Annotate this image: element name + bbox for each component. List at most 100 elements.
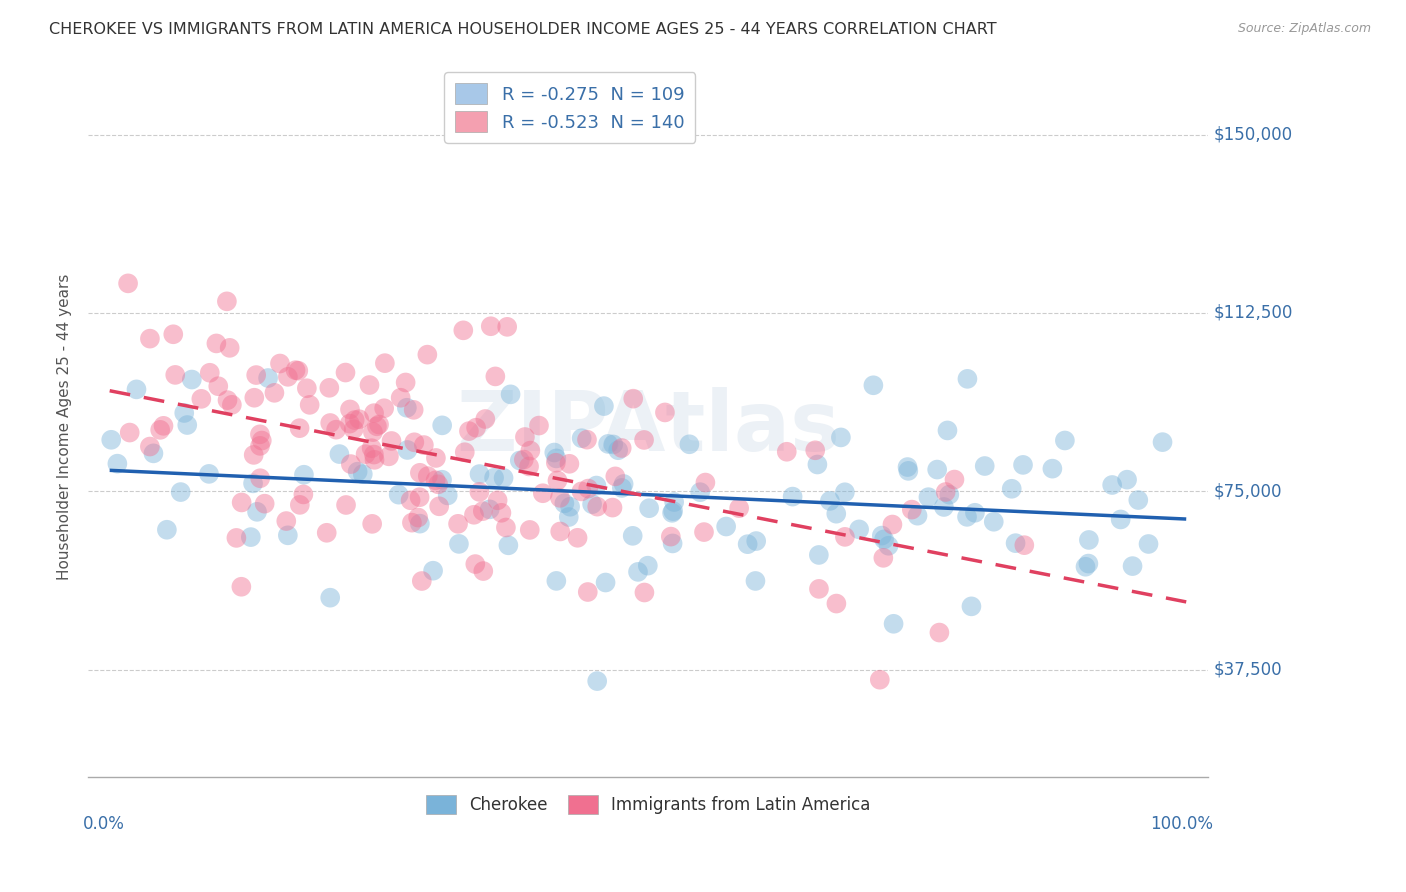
Point — [343, 413, 366, 427]
Point — [1152, 435, 1174, 450]
Point — [548, 491, 571, 505]
Point — [519, 523, 541, 537]
Point — [1001, 482, 1024, 496]
Point — [292, 487, 315, 501]
Point — [613, 477, 636, 491]
Point — [401, 516, 423, 530]
Point — [117, 277, 139, 291]
Point — [1077, 533, 1099, 547]
Point — [737, 537, 759, 551]
Point — [315, 525, 337, 540]
Text: $112,500: $112,500 — [1213, 304, 1292, 322]
Point — [960, 599, 983, 614]
Point — [917, 490, 939, 504]
Point — [862, 378, 884, 392]
Point — [152, 418, 174, 433]
Point — [277, 369, 299, 384]
Point — [374, 356, 396, 370]
Point — [276, 514, 298, 528]
Text: ZIPAtlas: ZIPAtlas — [456, 386, 839, 467]
Point — [430, 418, 453, 433]
Point — [249, 471, 271, 485]
Point — [359, 378, 381, 392]
Point — [593, 399, 616, 413]
Point — [689, 485, 711, 500]
Point — [436, 488, 458, 502]
Point — [363, 406, 385, 420]
Point — [571, 484, 593, 499]
Point — [901, 502, 924, 516]
Point — [531, 486, 554, 500]
Point — [575, 433, 598, 447]
Point — [125, 383, 148, 397]
Point — [447, 516, 470, 531]
Point — [870, 528, 893, 542]
Point — [250, 434, 273, 448]
Point — [621, 529, 644, 543]
Point — [218, 341, 240, 355]
Point — [659, 530, 682, 544]
Point — [246, 505, 269, 519]
Point — [558, 510, 581, 524]
Point — [180, 372, 202, 386]
Point — [576, 482, 599, 496]
Point — [662, 495, 685, 509]
Text: $150,000: $150,000 — [1213, 126, 1292, 144]
Point — [427, 500, 450, 514]
Point — [454, 445, 477, 459]
Point — [142, 446, 165, 460]
Point — [287, 364, 309, 378]
Point — [598, 437, 620, 451]
Point — [633, 585, 655, 599]
Point — [425, 450, 447, 465]
Point — [404, 435, 426, 450]
Point — [558, 500, 581, 514]
Point — [478, 502, 501, 516]
Point — [546, 451, 568, 466]
Point — [339, 417, 361, 431]
Point — [347, 412, 370, 426]
Point — [430, 473, 453, 487]
Point — [242, 448, 264, 462]
Point — [963, 506, 986, 520]
Point — [363, 448, 385, 462]
Point — [335, 366, 357, 380]
Point — [242, 476, 264, 491]
Point — [627, 565, 650, 579]
Point — [249, 427, 271, 442]
Point — [1137, 537, 1160, 551]
Point — [586, 674, 609, 689]
Point — [425, 473, 447, 487]
Point — [804, 443, 827, 458]
Point — [257, 371, 280, 385]
Point — [695, 475, 717, 490]
Point — [1101, 478, 1123, 492]
Point — [877, 539, 900, 553]
Point — [354, 447, 377, 461]
Point — [416, 348, 439, 362]
Point — [190, 392, 212, 406]
Point — [830, 430, 852, 444]
Point — [245, 368, 267, 382]
Point — [453, 323, 475, 337]
Point — [239, 530, 262, 544]
Point — [897, 464, 920, 478]
Point — [292, 467, 315, 482]
Point — [546, 574, 568, 588]
Point — [395, 401, 418, 415]
Point — [621, 392, 644, 406]
Point — [527, 418, 550, 433]
Point — [422, 564, 444, 578]
Point — [288, 421, 311, 435]
Point — [1014, 538, 1036, 552]
Point — [406, 510, 429, 524]
Point — [408, 490, 430, 504]
Point — [118, 425, 141, 440]
Point — [605, 469, 627, 483]
Point — [938, 488, 960, 502]
Point — [1012, 458, 1035, 472]
Point — [956, 509, 979, 524]
Point — [231, 580, 253, 594]
Point — [411, 574, 433, 588]
Point — [714, 519, 737, 533]
